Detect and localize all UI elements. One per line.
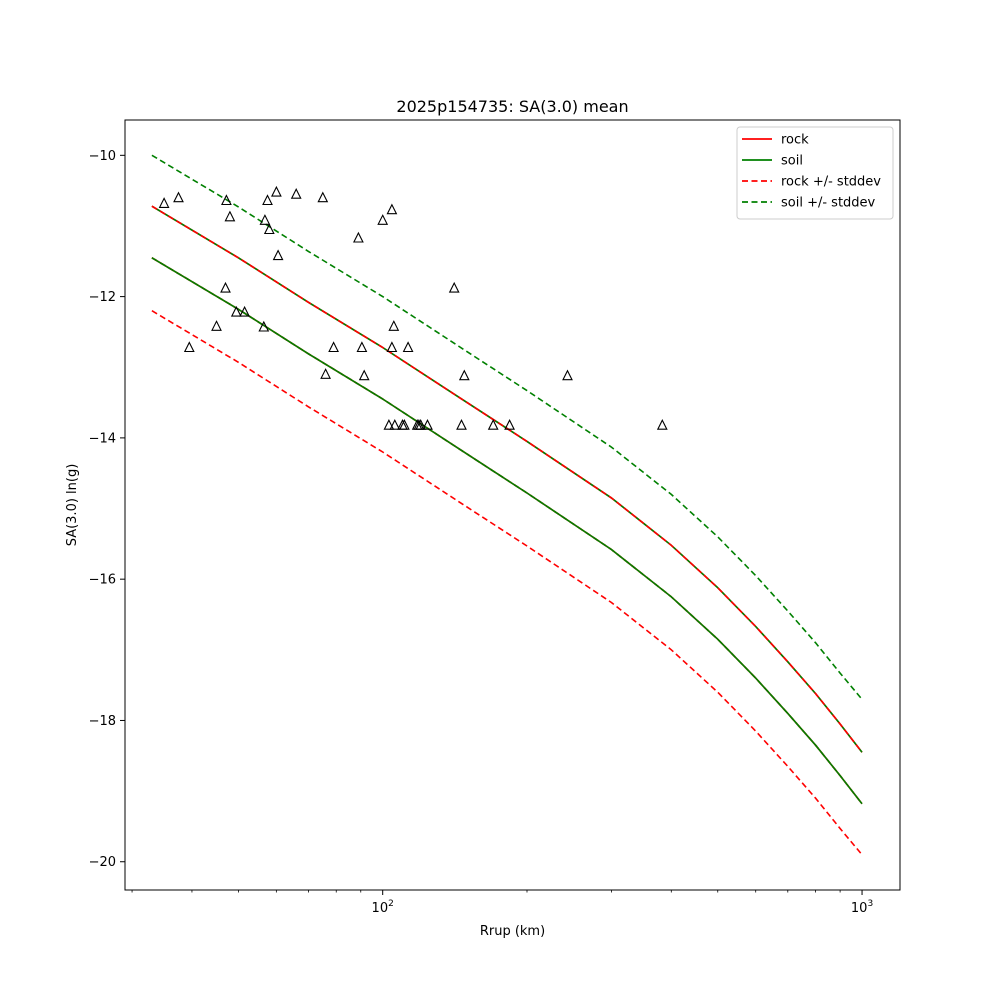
observation-triangle bbox=[656, 418, 668, 430]
observation-triangle bbox=[262, 194, 273, 206]
observation-triangle bbox=[358, 369, 370, 381]
observation-triangle bbox=[158, 197, 170, 208]
observation-triangle bbox=[290, 187, 302, 199]
observation-triangle bbox=[239, 305, 250, 317]
x-tick-label: 103 bbox=[851, 899, 873, 916]
observation-triangle bbox=[383, 418, 395, 430]
observation-triangle bbox=[320, 368, 331, 379]
observation-triangle bbox=[399, 418, 410, 430]
observation-triangle bbox=[448, 281, 460, 293]
observation-triangle bbox=[183, 341, 195, 353]
curves bbox=[151, 154, 863, 856]
observation-triangle bbox=[377, 214, 389, 225]
y-tick-label: −14 bbox=[89, 431, 116, 446]
axes: −10 −12 −14 −16 −18 −20 102 103 bbox=[89, 149, 874, 916]
y-axis-label: SA(3.0) ln(g) bbox=[65, 464, 80, 547]
observation-triangle bbox=[386, 341, 398, 353]
plot-frame bbox=[124, 119, 901, 891]
observation-triangle bbox=[272, 249, 284, 261]
series-line-rock-stddev bbox=[151, 205, 863, 753]
legend-box bbox=[736, 126, 894, 220]
y-tick-label: −12 bbox=[89, 290, 116, 305]
observation-triangle bbox=[230, 305, 242, 317]
observation-triangle bbox=[402, 341, 414, 353]
observation-triangle bbox=[224, 210, 236, 222]
y-tick-label: −10 bbox=[89, 149, 116, 164]
observation-triangle bbox=[389, 418, 401, 430]
observation-triangle bbox=[221, 194, 232, 206]
series-line-soil-stddev bbox=[151, 257, 863, 805]
legend-label: soil +/- stddev bbox=[781, 196, 876, 211]
series-line-rock-stddev bbox=[151, 310, 863, 856]
observation-triangle bbox=[487, 418, 499, 430]
x-axis-label: Rrup (km) bbox=[480, 924, 545, 939]
observation-triangle bbox=[317, 191, 329, 203]
observation-triangle bbox=[562, 369, 573, 381]
observation-points bbox=[158, 185, 668, 430]
chart-title: 2025p154735: SA(3.0) mean bbox=[396, 97, 628, 116]
observation-triangle bbox=[458, 369, 470, 381]
y-tick-label: −16 bbox=[89, 573, 116, 588]
observation-triangle bbox=[211, 320, 222, 331]
observation-triangle bbox=[258, 320, 270, 332]
legend-label: soil bbox=[781, 154, 803, 169]
observation-triangle bbox=[263, 223, 275, 235]
legend-label: rock bbox=[781, 133, 809, 148]
observation-triangle bbox=[386, 203, 398, 215]
observation-triangle bbox=[456, 418, 467, 430]
observation-triangle bbox=[388, 320, 400, 331]
observation-triangle bbox=[173, 191, 184, 203]
observation-triangle bbox=[356, 341, 368, 353]
observation-triangle bbox=[271, 185, 282, 197]
series-line-soil-stddev bbox=[151, 154, 863, 700]
legend-label: rock +/- stddev bbox=[781, 175, 881, 190]
observation-triangle bbox=[220, 281, 231, 293]
observation-triangle bbox=[259, 214, 271, 225]
observation-triangle bbox=[353, 231, 364, 243]
observation-triangle bbox=[328, 341, 339, 353]
y-tick-label: −18 bbox=[89, 714, 116, 729]
legend: rock soil rock +/- stddev soil +/- stddev bbox=[736, 126, 894, 220]
observation-triangle bbox=[504, 418, 515, 430]
observation-triangle bbox=[415, 418, 427, 430]
observation-triangle bbox=[422, 418, 433, 430]
y-tick-label: −20 bbox=[89, 855, 116, 870]
x-tick-label: 102 bbox=[372, 899, 394, 916]
